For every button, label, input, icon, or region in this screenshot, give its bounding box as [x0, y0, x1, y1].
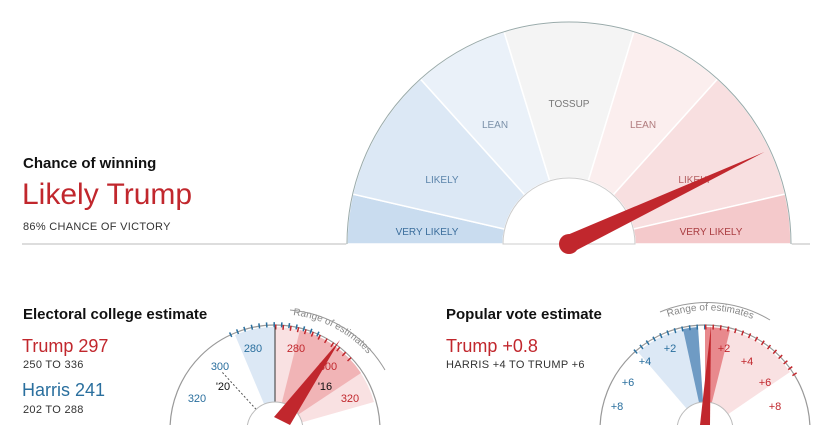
popular-red-range-dark	[705, 326, 730, 425]
needle-body	[565, 152, 765, 253]
status-label: Likely Trump	[22, 178, 193, 211]
popular-range-text: HARRIS +4 TO TRUMP +6	[446, 359, 585, 371]
electoral-needle	[274, 340, 340, 425]
electoral-tick-band	[228, 322, 322, 338]
label-lean-left: LEAN	[482, 120, 508, 131]
electoral-tick-320-right: 320	[341, 393, 359, 405]
popular-range-label: Range of estimates	[666, 302, 756, 322]
electoral-blue-range	[235, 326, 275, 425]
label-very-likely-right: VERY LIKELY	[680, 227, 743, 238]
popular-blue-range-dark	[683, 327, 705, 425]
probability-text: 86% CHANCE OF VICTORY	[23, 221, 171, 233]
needle-pivot	[559, 234, 579, 254]
popular-needle	[700, 326, 711, 425]
gauge-outline	[346, 21, 792, 245]
electoral-harris-range: 202 TO 288	[23, 404, 84, 416]
electoral-harris: Harris 241	[22, 380, 106, 400]
popular-tick-l2: +2	[664, 343, 677, 355]
chance-heading: Chance of winning	[23, 155, 157, 172]
popular-tick-r8: +8	[769, 401, 782, 413]
electoral-tick-320-left: 320	[188, 393, 206, 405]
popular-gauge: Range of estimates +2 +4 +6 +8 +2 +4 +6 …	[599, 302, 811, 425]
popular-trump: Trump +0.8	[446, 336, 538, 356]
popular-tick-r4: +4	[741, 356, 754, 368]
label-likely-left: LIKELY	[425, 175, 458, 186]
popular-tick-l4: +4	[639, 356, 652, 368]
gauge-needle	[565, 152, 765, 253]
electoral-outer-arc	[169, 324, 381, 425]
label-tossup: TOSSUP	[549, 99, 590, 110]
electoral-heading: Electoral college estimate	[23, 306, 208, 323]
electoral-gauge: Range of estimates 280 300 320 280 300 3…	[169, 307, 386, 425]
popular-blue-range-light	[638, 328, 705, 425]
electoral-trump: Trump 297	[22, 336, 109, 356]
electoral-marker-20: '20	[216, 381, 230, 393]
popular-tick-l8: +8	[611, 401, 624, 413]
electoral-tick-280-right: 280	[287, 343, 305, 355]
popular-red-range-light	[705, 327, 790, 425]
electoral-marker-16: '16	[318, 381, 332, 393]
label-very-likely-left: VERY LIKELY	[396, 227, 459, 238]
electoral-tick-300-left: 300	[211, 361, 229, 373]
svg-text:Range of estimates: Range of estimates	[666, 302, 756, 322]
popular-heading: Popular vote estimate	[446, 306, 602, 323]
label-likely-right: LIKELY	[678, 175, 711, 186]
electoral-trump-range: 250 TO 336	[23, 359, 84, 371]
electoral-tick-280-left: 280	[244, 343, 262, 355]
popular-tick-r2: +2	[718, 343, 731, 355]
popular-tick-r6: +6	[759, 377, 772, 389]
main-gauge: VERY LIKELY LIKELY LEAN TOSSUP LEAN LIKE…	[22, 21, 810, 254]
label-lean-right: LEAN	[630, 120, 656, 131]
popular-tick-l6: +6	[622, 377, 635, 389]
